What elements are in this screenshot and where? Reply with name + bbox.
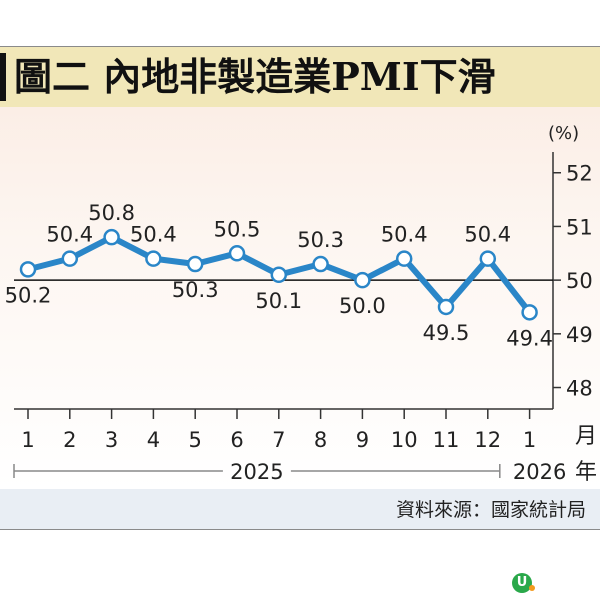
x-tick-label: 7 — [272, 428, 285, 452]
x-tick-label: 1 — [21, 428, 34, 452]
source-bar: 資料來源：國家統計局 — [0, 489, 600, 529]
source-note: 資料來源：國家統計局 — [395, 499, 586, 521]
brand-logo-icon: U — [512, 573, 535, 593]
data-point — [479, 250, 497, 267]
data-label: 50.4 — [46, 223, 93, 247]
x-tick-label: 11 — [433, 428, 460, 452]
y-tick-label: 52 — [566, 162, 593, 186]
data-label: 50.4 — [130, 223, 177, 247]
data-label: 50.3 — [172, 278, 219, 302]
data-label: 50.2 — [5, 283, 52, 307]
data-label: 50.0 — [339, 294, 386, 318]
x-tick-label: 4 — [147, 428, 160, 452]
data-label: 49.5 — [423, 321, 470, 345]
x-tick-label: 9 — [356, 428, 369, 452]
data-point — [228, 245, 246, 262]
y-unit-label: (%) — [548, 123, 579, 144]
data-label: 50.4 — [464, 223, 511, 247]
data-label: 50.3 — [297, 228, 344, 252]
year-label: 2026 — [513, 460, 566, 484]
data-point — [395, 250, 413, 267]
x-tick-label: 1 — [523, 428, 536, 452]
chart-title: 圖二 內地非製造業PMI下滑 — [14, 54, 496, 99]
data-point — [61, 250, 79, 267]
y-tick-label: 50 — [566, 269, 593, 293]
y-tick-label: 51 — [566, 215, 593, 239]
data-point — [354, 271, 371, 289]
y-tick-label: 48 — [566, 377, 593, 401]
data-label: 50.5 — [214, 217, 261, 241]
chart-card: 圖二 內地非製造業PMI下滑 48 49 50 51 52 (%) 1 2 3 4 5 6 7 8 9 10 1… — [0, 46, 600, 530]
data-point — [521, 304, 538, 321]
data-point — [103, 228, 120, 246]
data-point — [19, 261, 37, 278]
x-tick-label: 10 — [391, 428, 418, 452]
x-unit-label: 月 — [575, 424, 597, 449]
data-label: 50.8 — [88, 201, 135, 225]
data-point — [270, 266, 288, 284]
data-point — [312, 255, 329, 273]
data-label: 50.4 — [381, 223, 428, 247]
x-tick-label: 3 — [105, 428, 118, 452]
year-unit-label: 年 — [575, 460, 597, 485]
title-bar: 圖二 內地非製造業PMI下滑 — [0, 47, 600, 107]
data-point — [437, 298, 455, 316]
data-point — [186, 255, 204, 273]
x-tick-label: 2 — [63, 428, 76, 452]
x-tick-label: 12 — [474, 428, 501, 452]
y-tick-label: 49 — [566, 323, 593, 347]
data-label: 50.1 — [255, 289, 302, 313]
year-label: 2025 — [230, 460, 283, 484]
x-tick-label: 8 — [314, 428, 327, 452]
x-tick-label: 6 — [230, 428, 243, 452]
data-point — [145, 250, 162, 267]
plot-area: 48 49 50 51 52 (%) 1 2 3 4 5 6 7 8 9 10 11 12 1 月 2025 2026 年 5… — [0, 107, 600, 489]
data-label: 49.4 — [506, 326, 553, 350]
x-tick-label: 5 — [189, 428, 202, 452]
title-accent — [0, 53, 6, 101]
